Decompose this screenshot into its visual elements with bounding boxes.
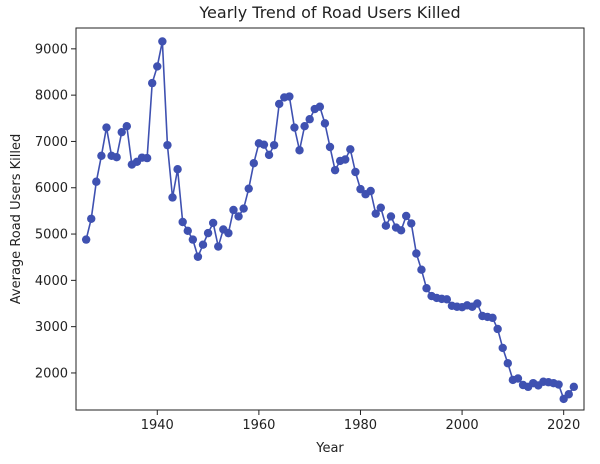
- data-point: [305, 115, 314, 124]
- data-point: [386, 212, 396, 221]
- data-point: [193, 252, 203, 261]
- data-point: [244, 184, 253, 193]
- data-point: [341, 155, 350, 164]
- data-point: [290, 123, 299, 132]
- data-point: [234, 212, 243, 221]
- data-point: [117, 127, 126, 137]
- data-point: [422, 284, 431, 293]
- data-point: [402, 211, 411, 221]
- data-point: [112, 152, 121, 162]
- data-point: [356, 184, 365, 194]
- x-tick-label: 1980: [344, 418, 377, 433]
- data-point: [569, 382, 579, 392]
- x-tick-label: 2000: [446, 418, 479, 433]
- data-point: [148, 78, 157, 88]
- y-tick-label: 3000: [35, 320, 68, 335]
- x-tick-label: 1940: [141, 418, 174, 433]
- data-point: [493, 324, 502, 334]
- data-point: [264, 150, 274, 160]
- data-point: [208, 218, 218, 228]
- data-point: [417, 265, 426, 274]
- data-point: [239, 204, 248, 213]
- data-point: [158, 37, 167, 46]
- y-tick-label: 2000: [35, 366, 68, 381]
- data-point: [249, 159, 258, 168]
- data-point: [376, 203, 385, 212]
- data-point: [229, 205, 238, 215]
- data-point: [396, 226, 406, 235]
- data-point: [163, 140, 172, 150]
- data-point: [269, 140, 279, 150]
- plot-area-frame: [75, 27, 585, 411]
- data-point: [315, 102, 325, 111]
- data-point: [102, 123, 111, 132]
- data-point: [188, 235, 198, 244]
- data-point: [198, 240, 208, 249]
- data-point: [122, 121, 131, 131]
- data-point: [346, 145, 355, 154]
- data-point: [325, 142, 335, 152]
- y-tick-label: 9000: [35, 42, 68, 57]
- data-point: [275, 99, 284, 109]
- data-point: [259, 140, 269, 149]
- x-axis: 1940 1960 1980 2000 2020: [141, 410, 580, 433]
- data-point: [87, 214, 96, 223]
- y-axis: 2000 3000 4000 5000 6000 7000 8000 9000: [35, 42, 76, 381]
- data-point: [173, 165, 182, 174]
- data-point: [97, 151, 106, 160]
- data-point: [407, 219, 416, 228]
- data-point: [330, 165, 340, 175]
- data-point: [224, 228, 233, 238]
- data-point: [300, 121, 309, 131]
- data-point: [183, 226, 192, 236]
- data-point: [473, 299, 482, 308]
- data-point: [203, 228, 213, 238]
- y-tick-label: 7000: [35, 135, 68, 150]
- data-point: [168, 193, 177, 202]
- data-point: [214, 242, 223, 251]
- x-axis-title: Year: [315, 441, 344, 456]
- data-point: [285, 92, 294, 101]
- data-point: [412, 249, 421, 258]
- data-point: [381, 221, 391, 230]
- data-point: [442, 295, 452, 304]
- data-point: [295, 146, 304, 155]
- data-point: [153, 62, 162, 71]
- data-point: [564, 390, 573, 399]
- data-point: [92, 177, 101, 186]
- x-tick-label: 1960: [242, 418, 275, 433]
- data-point: [371, 209, 380, 218]
- y-tick-label: 6000: [35, 181, 68, 196]
- y-tick-label: 8000: [35, 89, 68, 104]
- y-axis-title: Average Road Users Killed: [9, 134, 24, 304]
- chart-title: Yearly Trend of Road Users Killed: [198, 3, 460, 22]
- y-tick-label: 4000: [35, 274, 68, 289]
- data-point: [81, 235, 91, 244]
- data-point: [320, 119, 330, 128]
- data-point: [366, 186, 375, 196]
- data-point: [498, 343, 507, 353]
- data-point: [142, 153, 152, 163]
- series-layer: [81, 37, 579, 404]
- data-point: [351, 167, 360, 177]
- data-point: [554, 380, 563, 389]
- data-point: [513, 374, 523, 383]
- data-point: [488, 313, 497, 323]
- data-point: [178, 217, 187, 227]
- x-tick-label: 2020: [547, 418, 580, 433]
- y-tick-label: 5000: [35, 228, 68, 243]
- data-point: [503, 359, 512, 368]
